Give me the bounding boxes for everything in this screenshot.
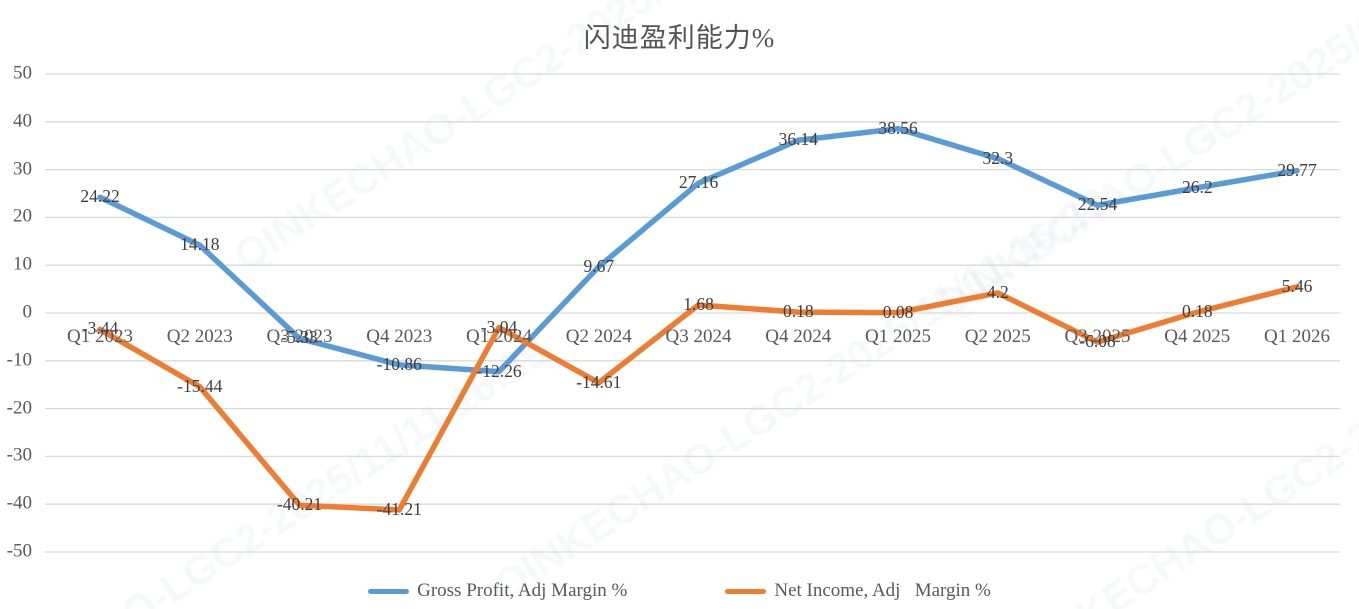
x-category-label: Q4 2024 [765,326,832,347]
y-axis-tick-label: 10 [13,253,32,275]
data-label: 1.68 [683,294,714,315]
legend: Gross Profit, Adj Margin % Net Income, A… [0,580,1359,602]
data-label: 38.56 [878,117,918,138]
x-category-label: Q1 2026 [1264,326,1330,347]
legend-label: Gross Profit, Adj Margin % [417,580,628,601]
data-label: 29.77 [1277,159,1317,180]
data-label: -14.61 [576,371,622,392]
y-axis-tick-label: -20 [6,397,32,419]
data-label: 14.18 [180,234,220,255]
data-label: -6.08 [1079,331,1116,352]
x-category-label: Q2 2023 [166,326,233,347]
x-category-label: Q2 2024 [565,326,632,347]
x-category-label: Q1 2025 [865,326,931,347]
data-label: -3.04 [480,316,518,337]
data-label: -41.21 [376,499,422,520]
data-label: 26.2 [1181,176,1213,197]
x-category-label: Q3 2025 [1064,326,1131,347]
x-category-label: Q2 2025 [964,326,1031,347]
chart-title: 闪迪盈利能力% [583,23,776,53]
legend-item-net-income: Net Income, Adj Margin % [725,580,991,602]
y-axis-tick-label: 40 [13,110,32,132]
data-label: 24.22 [80,186,120,207]
x-category-label: Q4 2025 [1164,326,1231,347]
y-axis-tick-label: -10 [6,349,32,371]
data-label: 32.3 [982,147,1014,168]
y-axis-tick-label: 50 [13,62,32,84]
y-axis-tick-label: -50 [6,540,32,562]
y-axis-tick-label: 30 [13,158,32,180]
data-label: 0.18 [1181,301,1213,322]
y-axis-tick-label: 20 [13,205,32,227]
data-label: 5.46 [1281,275,1313,296]
data-label: 22.54 [1077,194,1118,215]
legend-label: Net Income, Adj Margin % [774,580,991,601]
data-label: -12.26 [476,360,522,381]
data-label: -40.21 [276,494,323,515]
x-category-label: Q3 2024 [665,326,732,347]
data-label: 9.67 [583,255,615,276]
x-category-label: Q4 2023 [366,326,433,347]
data-label: 27.16 [678,172,719,193]
x-category-label: Q1 2024 [466,326,532,347]
legend-line-marker-orange [725,588,767,594]
data-label: -3.44 [81,318,119,339]
y-axis-tick-label: 0 [22,301,33,323]
x-category-label: Q1 2023 [67,326,133,347]
y-axis-tick-label: -40 [6,492,32,514]
data-label: -5.33 [281,327,318,348]
data-label: -10.86 [376,353,422,374]
y-axis-tick-label: -30 [6,444,32,466]
series-line-1 [97,284,1300,513]
series-line-0 [97,125,1300,375]
data-label: 0.08 [882,301,914,322]
data-label: 0.18 [782,301,814,322]
legend-item-gross-profit: Gross Profit, Adj Margin % [368,580,627,602]
legend-line-marker-blue [368,588,410,594]
data-label: 36.14 [778,129,818,150]
data-label: -15.44 [177,375,223,396]
data-label: 4.2 [986,282,1009,303]
x-category-label: Q3 2023 [266,326,333,347]
